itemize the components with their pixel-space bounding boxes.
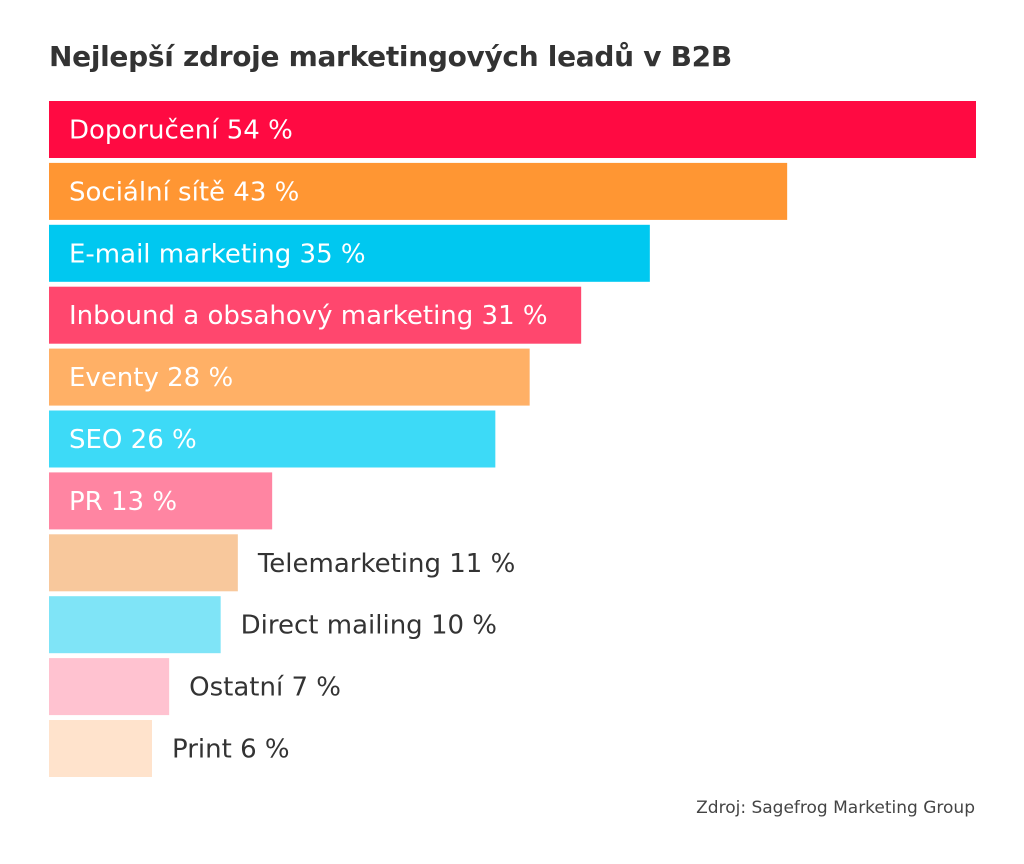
source-note: Zdroj: Sagefrog Marketing Group bbox=[696, 798, 975, 818]
bar-label-0: Doporučení 54 % bbox=[69, 116, 293, 146]
bar-5 bbox=[49, 410, 496, 468]
bar-label-4: Eventy 28 % bbox=[69, 363, 233, 393]
bar-label-2: E-mail marketing 35 % bbox=[69, 239, 366, 269]
chart-title: Nejlepší zdroje marketingových leadů v B… bbox=[49, 40, 732, 73]
bar-10 bbox=[49, 720, 152, 777]
bar-2 bbox=[49, 224, 650, 282]
bar-4 bbox=[49, 348, 530, 406]
bar-7 bbox=[49, 534, 238, 592]
bar-8 bbox=[49, 596, 221, 654]
bar-0 bbox=[49, 101, 976, 158]
bar-label-5: SEO 26 % bbox=[69, 425, 197, 455]
bar-label-8: Direct mailing 10 % bbox=[241, 611, 497, 641]
bar-label-3: Inbound a obsahový marketing 31 % bbox=[69, 301, 548, 331]
bar-9 bbox=[49, 658, 170, 716]
bar-label-6: PR 13 % bbox=[69, 487, 177, 517]
bar-1 bbox=[49, 162, 788, 220]
bar-6 bbox=[49, 472, 273, 530]
bar-label-10: Print 6 % bbox=[172, 735, 290, 765]
bar-label-1: Sociální sítě 43 % bbox=[69, 177, 299, 207]
bar-3 bbox=[49, 286, 582, 344]
bar-label-7: Telemarketing 11 % bbox=[257, 549, 515, 579]
bar-label-9: Ostatní 7 % bbox=[189, 673, 341, 703]
